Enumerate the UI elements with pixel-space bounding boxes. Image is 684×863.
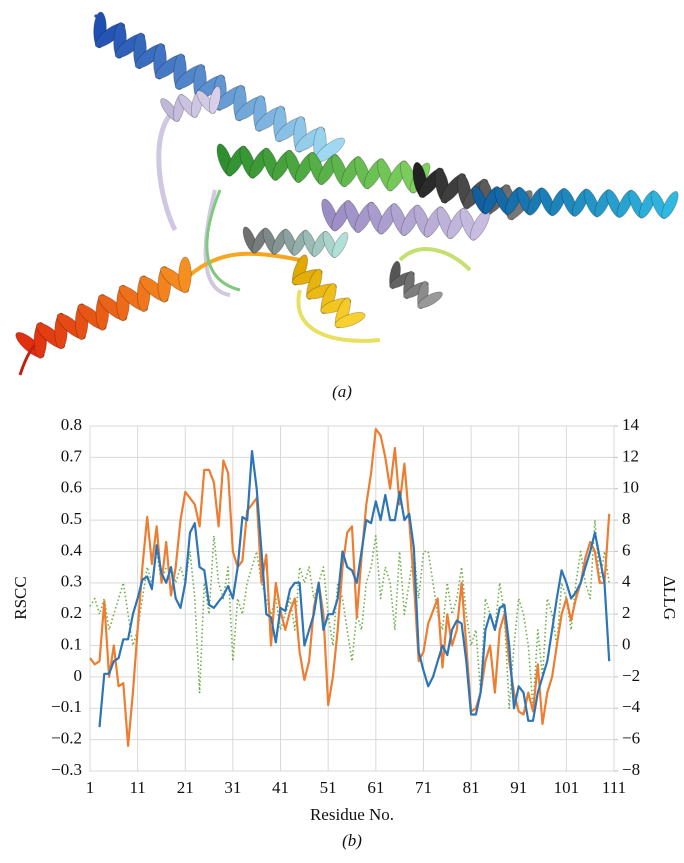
coil <box>18 343 37 376</box>
x-tick-label: 21 <box>177 778 194 797</box>
loop <box>296 289 381 343</box>
x-tick-label: 1 <box>86 778 95 797</box>
y2-tick-label: 12 <box>622 446 639 465</box>
x-tick-label: 101 <box>554 778 580 797</box>
y-tick-label: 0.6 <box>61 478 82 497</box>
y-tick-label: 0 <box>74 666 83 685</box>
helix-turn <box>417 291 443 309</box>
loop <box>203 189 231 297</box>
axes: −0.3 −0.2 −0.1 0 0.1 0.2 0.3 0.4 0.5 0.6 0.7 0.8 −8 −… <box>51 415 640 797</box>
helix-turn <box>334 312 366 328</box>
plot-frame <box>89 425 615 772</box>
caption-b: (b) <box>342 831 362 850</box>
y2-tick-label: 8 <box>622 509 631 528</box>
series-line <box>89 428 611 747</box>
x-axis-label: Residue No. <box>310 805 394 824</box>
helix-turn <box>178 256 192 294</box>
x-tick-label: 91 <box>510 778 527 797</box>
helix-turn <box>208 85 222 115</box>
y2-tick-label: −2 <box>622 666 640 685</box>
series-line <box>89 519 610 710</box>
y-tick-label: 0.1 <box>61 634 82 653</box>
loop <box>205 189 241 292</box>
x-tick-label: 31 <box>224 778 241 797</box>
x-tick-label: 71 <box>415 778 432 797</box>
y-tick-label: −0.3 <box>51 760 82 779</box>
helix-turn <box>661 190 679 220</box>
y2-tick-label: 2 <box>622 603 631 622</box>
x-tick-label: 111 <box>602 778 626 797</box>
y-tick-label: −0.2 <box>51 729 82 748</box>
y-tick-label: 0.7 <box>61 446 83 465</box>
y-tick-label: 0.8 <box>61 415 82 434</box>
y2-tick-label: 4 <box>622 572 631 591</box>
loop <box>398 247 472 272</box>
y2-tick-label: 6 <box>622 540 631 559</box>
x-tick-label: 81 <box>463 778 480 797</box>
y-axis-label: RSCC <box>11 576 30 619</box>
x-tick-label: 51 <box>320 778 337 797</box>
y2-tick-label: 0 <box>622 634 631 653</box>
lines <box>89 428 611 747</box>
y-tick-label: −0.1 <box>51 697 82 716</box>
y2-tick-label: −8 <box>622 760 640 779</box>
y2-axis-label: ΔLLG <box>660 576 679 620</box>
y2-tick-label: 14 <box>622 415 640 434</box>
x-tick-label: 61 <box>367 778 384 797</box>
y2-tick-label: −6 <box>622 729 640 748</box>
x-tick-label: 41 <box>272 778 289 797</box>
y-tick-label: 0.4 <box>61 540 83 559</box>
loop <box>156 113 178 232</box>
coil <box>93 13 103 31</box>
series-line <box>98 450 611 728</box>
loop <box>188 251 301 277</box>
y-tick-label: 0.3 <box>61 572 82 591</box>
y-tick-label: 0.2 <box>61 603 82 622</box>
caption-a: (a) <box>332 382 352 401</box>
protein-ribbon <box>15 11 679 376</box>
helix-turn <box>331 232 349 258</box>
y2-tick-label: 10 <box>622 478 639 497</box>
x-tick-label: 11 <box>129 778 145 797</box>
y2-tick-label: −4 <box>622 697 641 716</box>
y-tick-label: 0.5 <box>61 509 82 528</box>
